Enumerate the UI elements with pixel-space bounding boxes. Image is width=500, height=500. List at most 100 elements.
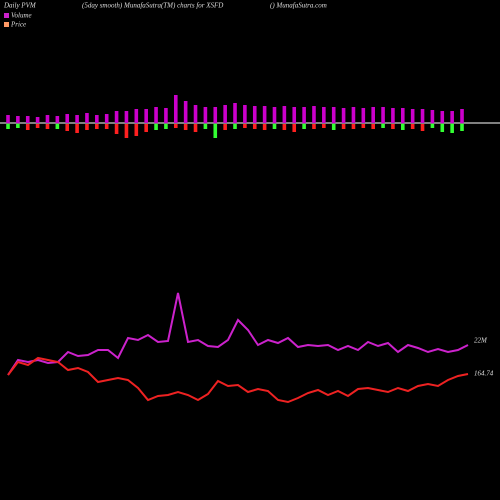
volume-bar: [25, 116, 30, 123]
volume-bar: [233, 103, 237, 123]
price-bar: [243, 124, 247, 128]
volume-bar: [223, 105, 227, 123]
price-bar: [35, 124, 40, 128]
price-bar: [450, 124, 454, 133]
chart-title: Daily PVM: [3, 2, 37, 10]
source: () MunafaSutra.com: [270, 2, 327, 10]
legend-label: Volume: [11, 12, 32, 20]
volume-bar: [401, 108, 405, 123]
price-bar: [45, 124, 50, 129]
volume-bar: [282, 106, 287, 123]
price-bar: [75, 124, 79, 133]
volume-bar: [410, 109, 415, 123]
price-bar: [262, 124, 267, 130]
volume-bar: [154, 107, 158, 123]
price-bar: [460, 124, 464, 131]
volume-bar: [85, 113, 89, 123]
price-bar: [420, 124, 425, 131]
price-bar: [25, 124, 30, 130]
end-label: 164.74: [474, 370, 494, 378]
volume-bar: [183, 101, 188, 123]
volume-bar: [75, 115, 79, 123]
series-line: [7, 356, 469, 404]
series-line: [7, 292, 469, 376]
price-bar: [223, 124, 227, 130]
price-bar: [183, 124, 188, 130]
price-bar: [104, 124, 109, 129]
end-label: 22M: [474, 337, 488, 345]
volume-bar: [440, 111, 445, 123]
volume-bar: [292, 107, 297, 123]
volume-bar: [203, 107, 208, 123]
volume-bar: [331, 107, 336, 123]
volume-bar: [124, 111, 129, 123]
price-bar: [65, 124, 70, 131]
volume-bar: [252, 106, 257, 123]
price-bar: [381, 124, 385, 128]
volume-bar: [272, 107, 277, 123]
price-bar: [16, 124, 20, 128]
price-bar: [430, 124, 435, 128]
volume-bar: [16, 116, 20, 123]
price-bar: [410, 124, 415, 129]
price-bar: [371, 124, 375, 129]
volume-bar: [45, 115, 50, 123]
legend-swatch: [4, 22, 9, 27]
price-bar: [95, 124, 99, 129]
volume-bar: [351, 107, 356, 123]
volume-bar: [302, 107, 306, 123]
volume-bar: [243, 105, 247, 123]
volume-bar: [361, 108, 366, 123]
price-bar: [272, 124, 277, 129]
price-bar: [154, 124, 158, 130]
price-bar: [322, 124, 326, 128]
price-bar: [114, 124, 119, 134]
price-bar: [164, 124, 168, 129]
price-bar: [203, 124, 208, 129]
price-bar: [173, 124, 178, 128]
volume-bar: [65, 114, 70, 123]
price-bar: [440, 124, 445, 132]
volume-bar: [193, 105, 198, 123]
price-bar: [282, 124, 287, 130]
volume-bar: [134, 109, 139, 123]
price-bar: [361, 124, 366, 128]
volume-bar: [55, 116, 60, 123]
volume-bar: [6, 115, 10, 123]
price-bar: [391, 124, 395, 129]
volume-bar: [164, 108, 168, 123]
price-bar: [124, 124, 129, 138]
price-bar: [331, 124, 336, 130]
volume-bar: [371, 107, 375, 123]
price-bar: [252, 124, 257, 129]
price-bar: [233, 124, 237, 129]
volume-bar: [420, 109, 425, 123]
volume-bar: [95, 115, 99, 123]
price-bar: [193, 124, 198, 132]
volume-bar: [391, 108, 395, 123]
volume-bar: [213, 107, 218, 123]
price-bar: [134, 124, 139, 136]
volume-bar: [430, 110, 435, 123]
price-bar: [85, 124, 89, 130]
volume-bar: [35, 117, 40, 123]
volume-bar: [322, 107, 326, 123]
volume-bar: [114, 111, 119, 123]
volume-bar: [450, 111, 454, 123]
price-bar: [312, 124, 316, 129]
volume-bar: [262, 106, 267, 123]
volume-bar: [104, 114, 109, 123]
price-bar: [351, 124, 356, 129]
price-bar: [292, 124, 297, 132]
volume-bar: [144, 109, 148, 123]
volume-bar: [173, 95, 178, 123]
legend-swatch: [4, 13, 9, 18]
chart-subtitle: (5day smooth) MunafaSutra(TM) charts for…: [82, 2, 223, 10]
volume-bar: [341, 108, 346, 123]
price-bar: [213, 124, 218, 138]
volume-bar: [460, 109, 464, 123]
price-bar: [144, 124, 148, 132]
price-bar: [302, 124, 306, 129]
price-bar: [401, 124, 405, 130]
